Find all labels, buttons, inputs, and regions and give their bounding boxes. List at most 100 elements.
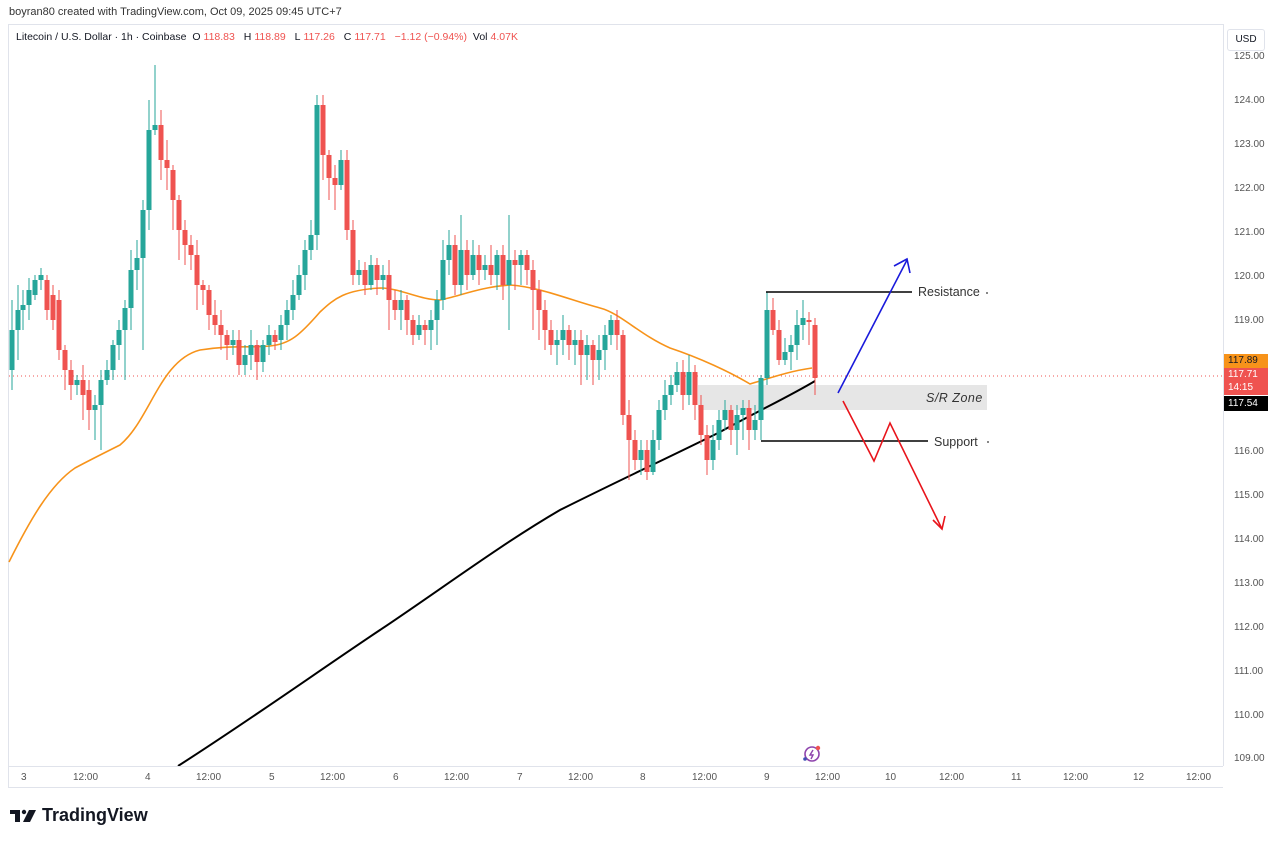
time-tick: 11	[1011, 772, 1022, 783]
candle	[326, 155, 332, 178]
sr-zone-label: S/R Zone	[926, 391, 983, 405]
time-tick: 4	[145, 772, 151, 783]
ma-slow-price-label: 117.54	[1224, 396, 1268, 411]
candle	[590, 345, 596, 360]
candle	[770, 310, 776, 330]
time-tick: 12:00	[196, 772, 222, 783]
candle	[260, 345, 266, 362]
price-tick: 123.00	[1234, 139, 1265, 150]
candle	[272, 335, 278, 342]
time-tick: 12	[1133, 772, 1145, 783]
chart-frame	[8, 24, 1223, 788]
candle	[686, 372, 692, 395]
time-tick: 9	[764, 772, 770, 783]
ma-fast-price-label: 117.89	[1224, 354, 1268, 368]
price-tick: 122.00	[1234, 183, 1265, 194]
candle	[710, 440, 716, 460]
last-price-label: 117.71	[1224, 368, 1268, 382]
candle	[614, 320, 620, 335]
candle	[62, 350, 68, 370]
candle	[692, 372, 698, 405]
candle	[746, 408, 752, 430]
candle	[506, 260, 512, 285]
candle	[26, 290, 32, 305]
candle	[410, 320, 416, 335]
candle	[542, 310, 548, 330]
candle	[812, 325, 818, 378]
time-tick: 12:00	[1186, 772, 1212, 783]
candle	[440, 260, 446, 300]
candle	[110, 345, 116, 370]
candle	[242, 355, 248, 365]
candle	[92, 405, 98, 410]
candle	[728, 410, 734, 430]
candle	[470, 255, 476, 275]
time-tick: 12:00	[1063, 772, 1089, 783]
candle	[134, 258, 140, 270]
candle	[422, 325, 428, 330]
candle	[146, 130, 152, 210]
candle	[638, 450, 644, 460]
candle	[554, 340, 560, 345]
volume-value: 4.07K	[490, 31, 518, 43]
candle	[122, 308, 128, 330]
time-tick: 12:00	[73, 772, 99, 783]
candle	[758, 378, 764, 420]
price-tick: 120.00	[1234, 271, 1265, 282]
candle	[404, 300, 410, 320]
time-tick: 12:00	[444, 772, 470, 783]
candle	[32, 280, 38, 295]
bearish-arrow	[842, 400, 943, 530]
price-tick: 111.00	[1234, 666, 1264, 677]
price-tick: 119.00	[1234, 315, 1264, 326]
candle	[182, 230, 188, 245]
candle	[98, 380, 104, 405]
candle	[650, 440, 656, 472]
candle	[482, 265, 488, 270]
candle	[15, 310, 21, 330]
symbol-title[interactable]: Litecoin / U.S. Dollar · 1h · Coinbase	[16, 31, 187, 43]
candle	[764, 310, 770, 378]
candle	[296, 275, 302, 295]
candle	[20, 305, 26, 310]
candle	[704, 435, 710, 460]
candle	[302, 250, 308, 275]
candle	[680, 372, 686, 395]
price-tick: 125.00	[1234, 51, 1265, 62]
price-axis[interactable]	[1223, 24, 1280, 766]
candle	[500, 255, 506, 285]
candle	[332, 178, 338, 185]
candle	[530, 270, 536, 290]
candle	[434, 300, 440, 320]
candle	[620, 335, 626, 415]
candle	[356, 270, 362, 275]
candle	[56, 300, 62, 350]
candle	[68, 370, 74, 385]
ohlc-legend: Litecoin / U.S. Dollar · 1h · Coinbase O…	[16, 31, 518, 43]
tradingview-logo[interactable]: TradingView	[10, 805, 148, 826]
open-value: 118.83	[203, 31, 235, 43]
price-tick: 121.00	[1234, 227, 1265, 238]
candle	[698, 405, 704, 435]
price-tick: 116.00	[1234, 446, 1264, 457]
close-value: 117.71	[354, 31, 386, 43]
time-tick: 6	[393, 772, 399, 783]
candle	[230, 340, 236, 345]
candle	[398, 300, 404, 310]
candle	[152, 125, 158, 130]
currency-button[interactable]: USD	[1227, 29, 1265, 51]
candle	[602, 335, 608, 350]
candle	[578, 340, 584, 355]
bullish-arrow	[837, 259, 908, 394]
price-tick: 109.00	[1234, 753, 1265, 764]
candle	[800, 318, 806, 325]
candle	[524, 255, 530, 270]
candle	[308, 235, 314, 250]
candle	[116, 330, 122, 345]
time-tick: 12:00	[692, 772, 718, 783]
candle	[428, 320, 434, 330]
candle	[164, 160, 170, 168]
time-axis[interactable]	[8, 766, 1223, 788]
candle	[362, 270, 368, 285]
